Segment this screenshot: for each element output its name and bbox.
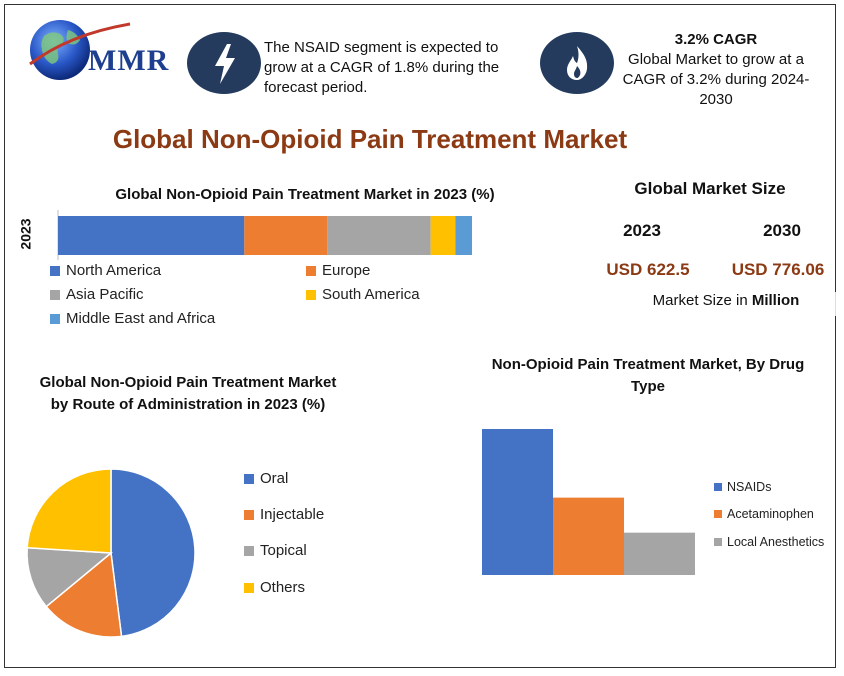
legend-others: Others: [244, 579, 305, 596]
pie-slice-topical: [26, 546, 113, 608]
market-size-unit-note: Market Size in Million: [652, 292, 800, 309]
route-chart-title: Global Non-Opioid Pain Treatment Market …: [39, 374, 337, 413]
region-chart-title: Global Non-Opioid Pain Treatment Market …: [115, 186, 495, 203]
legend-nsaids: NSAIDs: [714, 480, 771, 494]
bar-acetaminophen: [553, 497, 624, 575]
legend-oral: Oral: [244, 470, 288, 487]
bar-segment-north-america: [58, 216, 245, 255]
legend-topical: Topical: [244, 542, 307, 559]
cagr-title: 3.2% CAGR: [674, 31, 758, 48]
legend-europe: Europe: [306, 262, 370, 279]
bar-segment-europe: [244, 216, 328, 255]
pie-slice-others: [26, 468, 112, 554]
region-stacked-bar-chart: [57, 210, 472, 260]
divider: [835, 292, 836, 316]
bar-local-anesthetics: [624, 532, 695, 575]
market-size-value-2023: USD 622.5: [606, 260, 690, 279]
legend-south-america: South America: [306, 286, 420, 303]
market-size-year-2023: 2023: [623, 221, 661, 240]
legend-acetaminophen: Acetaminophen: [714, 507, 814, 521]
lightning-bolt-icon: [187, 32, 261, 94]
cagr-text: Global Market to grow at a CAGR of 3.2% …: [622, 51, 810, 108]
logo-text: MMR: [88, 44, 170, 77]
main-title: Global Non-Opioid Pain Treatment Market: [112, 124, 628, 154]
legend-injectable: Injectable: [244, 506, 324, 523]
drug-type-bar-chart: [482, 429, 695, 575]
pie-slice-injectable: [45, 551, 123, 638]
bar-segment-middle-east-and-africa: [455, 216, 472, 255]
flame-icon: [540, 32, 614, 94]
legend-middle-east-africa: Middle East and Africa: [50, 310, 215, 327]
nsaid-highlight-text: The NSAID segment is expected to grow at…: [264, 39, 500, 96]
market-size-year-2030: 2030: [763, 221, 801, 240]
route-pie-chart: [26, 468, 196, 638]
infographic-frame: [4, 4, 836, 668]
bar-segment-south-america: [430, 216, 456, 255]
legend-local-anesthetics: Local Anesthetics: [714, 535, 824, 549]
market-size-value-2030: USD 776.06: [731, 260, 825, 279]
mmr-globe-logo: [29, 20, 131, 80]
drug-chart-title: Non-Opioid Pain Treatment Market, By Dru…: [491, 356, 805, 395]
bar-nsaids: [482, 429, 553, 575]
legend-asia-pacific: Asia Pacific: [50, 286, 144, 303]
market-size-title: Global Market Size: [634, 179, 786, 198]
pie-slice-oral: [110, 468, 196, 638]
bar-segment-asia-pacific: [327, 216, 431, 255]
legend-north-america: North America: [50, 262, 161, 279]
